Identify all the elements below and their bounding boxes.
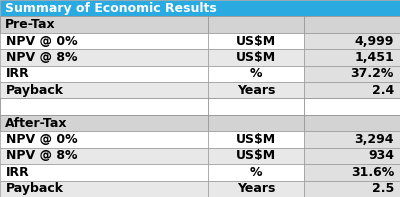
Text: US$M: US$M [236,51,276,64]
Text: US$M: US$M [236,150,276,163]
Bar [0,115,400,131]
Bar [0,98,400,115]
Bar [304,82,400,98]
Bar [208,82,304,98]
Bar [0,49,208,66]
Bar [304,98,400,115]
Bar [304,181,400,197]
Text: 934: 934 [368,150,394,163]
Text: NPV @ 0%: NPV @ 0% [6,34,78,47]
Text: Payback: Payback [6,182,64,195]
Bar [0,33,208,49]
Text: 37.2%: 37.2% [351,67,394,80]
Text: Payback: Payback [6,84,64,97]
Text: After-Tax: After-Tax [5,117,67,130]
Bar [208,164,304,181]
Text: 3,294: 3,294 [354,133,394,146]
Bar [0,66,208,82]
Text: %: % [250,166,262,179]
Text: US$M: US$M [236,133,276,146]
Text: NPV @ 8%: NPV @ 8% [6,150,78,163]
Bar [208,16,304,33]
Text: NPV @ 0%: NPV @ 0% [6,133,78,146]
Text: IRR: IRR [6,67,30,80]
Text: US$M: US$M [236,34,276,47]
Text: 2.5: 2.5 [372,182,394,195]
Bar [304,66,400,82]
Bar [0,115,208,131]
Bar [208,98,304,115]
Bar [0,164,208,181]
Text: NPV @ 8%: NPV @ 8% [6,51,78,64]
Bar [304,16,400,33]
Bar [208,115,304,131]
Bar [304,148,400,164]
Bar [0,131,208,148]
Bar [304,164,400,181]
Bar [0,16,208,33]
Text: 2.4: 2.4 [372,84,394,97]
Bar [0,148,208,164]
Bar [0,181,208,197]
Bar [208,181,304,197]
Bar [0,82,208,98]
Bar [208,148,304,164]
Bar [208,33,304,49]
Text: Years: Years [237,84,275,97]
Bar [0,0,400,16]
Text: 1,451: 1,451 [354,51,394,64]
Text: Years: Years [237,182,275,195]
Bar [208,131,304,148]
Bar [304,131,400,148]
Bar [0,98,208,115]
Bar [304,33,400,49]
Text: Summary of Economic Results: Summary of Economic Results [5,2,216,15]
Bar [304,49,400,66]
Bar [208,66,304,82]
Bar [208,49,304,66]
Bar [304,115,400,131]
Text: Pre-Tax: Pre-Tax [5,18,56,31]
Text: 4,999: 4,999 [355,34,394,47]
Text: %: % [250,67,262,80]
Text: 31.6%: 31.6% [351,166,394,179]
Text: IRR: IRR [6,166,30,179]
Bar [0,16,400,33]
